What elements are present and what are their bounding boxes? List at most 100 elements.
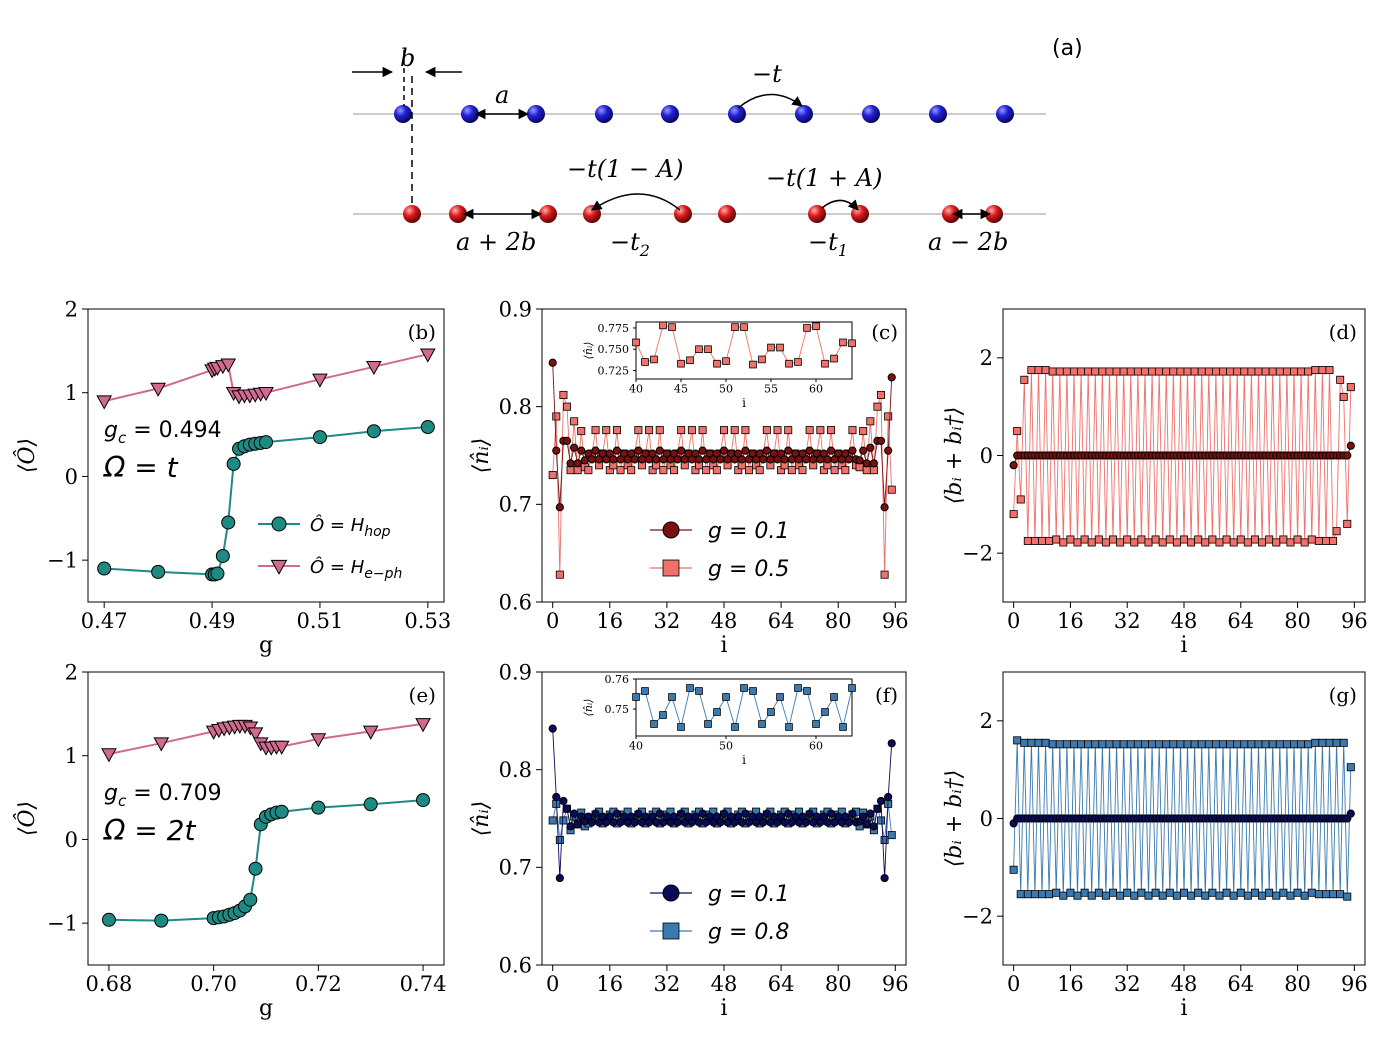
data-point (1151, 535, 1160, 544)
data-point (677, 359, 685, 368)
upper-hop-arrow (737, 93, 803, 109)
data-point (1272, 538, 1281, 547)
data-point (1254, 740, 1263, 749)
data-point (577, 427, 586, 436)
data-point (612, 809, 622, 818)
data-point (1229, 891, 1238, 900)
data-point (668, 693, 676, 701)
chart-f: 0 16 32 48 64 80 96 0.6 0.7 0.8 0.9 i ⟨n̂ᵢ⟩ (f) g = 0.… (469, 660, 909, 1021)
data-point (762, 809, 771, 818)
data-point (1034, 738, 1043, 747)
data-point (1155, 740, 1164, 749)
data-point (1190, 740, 1199, 749)
data-point (552, 446, 561, 455)
data-point (659, 466, 668, 475)
data-point (1059, 538, 1068, 547)
data-point (830, 693, 838, 701)
data-point (650, 355, 658, 364)
data-point (1346, 809, 1355, 818)
data-point (1229, 538, 1238, 547)
y-tick-label: 2 (65, 297, 78, 321)
data-point (1254, 367, 1263, 376)
data-point (591, 809, 600, 818)
x-axis-label: i (720, 996, 727, 1021)
data-point (844, 818, 854, 827)
data-point (848, 446, 857, 455)
data-point (869, 459, 878, 468)
data-point (880, 873, 889, 883)
x-tick-label: 48 (1171, 972, 1198, 996)
data-point (310, 733, 327, 748)
data-point (1165, 888, 1174, 897)
series-line (104, 426, 428, 576)
data-point (1343, 892, 1352, 901)
data-point (740, 684, 748, 692)
data-point (767, 708, 775, 716)
data-point (821, 359, 829, 368)
inset-y-label: ⟨n̂ᵢ⟩ (582, 699, 595, 717)
data-point (1130, 891, 1139, 900)
data-point (1041, 738, 1050, 747)
data-point (1339, 392, 1348, 401)
data-point (1325, 366, 1334, 375)
weak-hop-sub-label: −t2 (610, 228, 650, 260)
data-point (704, 345, 712, 354)
data-point (555, 570, 564, 579)
data-point (1286, 891, 1295, 900)
data-point (798, 812, 807, 821)
data-point (1052, 888, 1061, 897)
data-point (559, 796, 568, 806)
data-point (716, 455, 725, 464)
data-point (634, 426, 643, 435)
x-tick-label: 80 (1284, 609, 1311, 633)
data-point (1123, 888, 1132, 897)
data-point (841, 466, 850, 475)
upper-atom-3 (595, 105, 613, 123)
data-point (1077, 740, 1086, 749)
data-point (573, 459, 582, 468)
data-point (1098, 740, 1107, 749)
data-point (887, 739, 896, 748)
data-point (366, 424, 381, 439)
x-axis-label: g (259, 996, 273, 1021)
lower-atom-6 (808, 205, 826, 223)
data-point (1020, 738, 1029, 747)
lower-atom-3 (583, 205, 601, 223)
data-point (273, 740, 290, 755)
data-point (587, 818, 597, 827)
x-tick-label: 40 (629, 382, 643, 395)
data-point (704, 720, 712, 728)
data-point (1339, 738, 1348, 747)
data-point (1116, 891, 1125, 900)
y-tick-label: 1 (65, 744, 78, 768)
inset-x-label: i (742, 396, 746, 410)
x-axis-label: g (259, 633, 273, 658)
data-point (712, 449, 721, 458)
omega-annotation: Ω = 2t (103, 814, 196, 847)
data-point (1126, 367, 1135, 376)
data-point (823, 455, 832, 464)
data-point (1016, 890, 1025, 899)
data-point (1069, 740, 1078, 749)
data-point (559, 816, 568, 825)
data-point (612, 426, 621, 435)
y-tick-label: 0.76 (605, 673, 630, 686)
data-point (650, 720, 658, 728)
strong-hop-label: −t(1 + A) (766, 164, 882, 192)
data-point (1307, 888, 1316, 897)
data-point (634, 809, 643, 818)
data-point (1268, 740, 1277, 749)
data-point (839, 338, 847, 347)
gc-annotation-value: = 0.709 (126, 781, 221, 806)
data-point (220, 358, 237, 373)
data-point (677, 723, 685, 731)
omega-annotation: Ω = t (103, 451, 179, 484)
data-point (1080, 888, 1089, 897)
data-point (1282, 740, 1291, 749)
data-point (1204, 740, 1213, 749)
upper-atom-6 (795, 105, 813, 123)
data-point (1009, 461, 1018, 470)
data-point (247, 727, 264, 742)
strong-hop-sub-index: 1 (838, 241, 848, 260)
